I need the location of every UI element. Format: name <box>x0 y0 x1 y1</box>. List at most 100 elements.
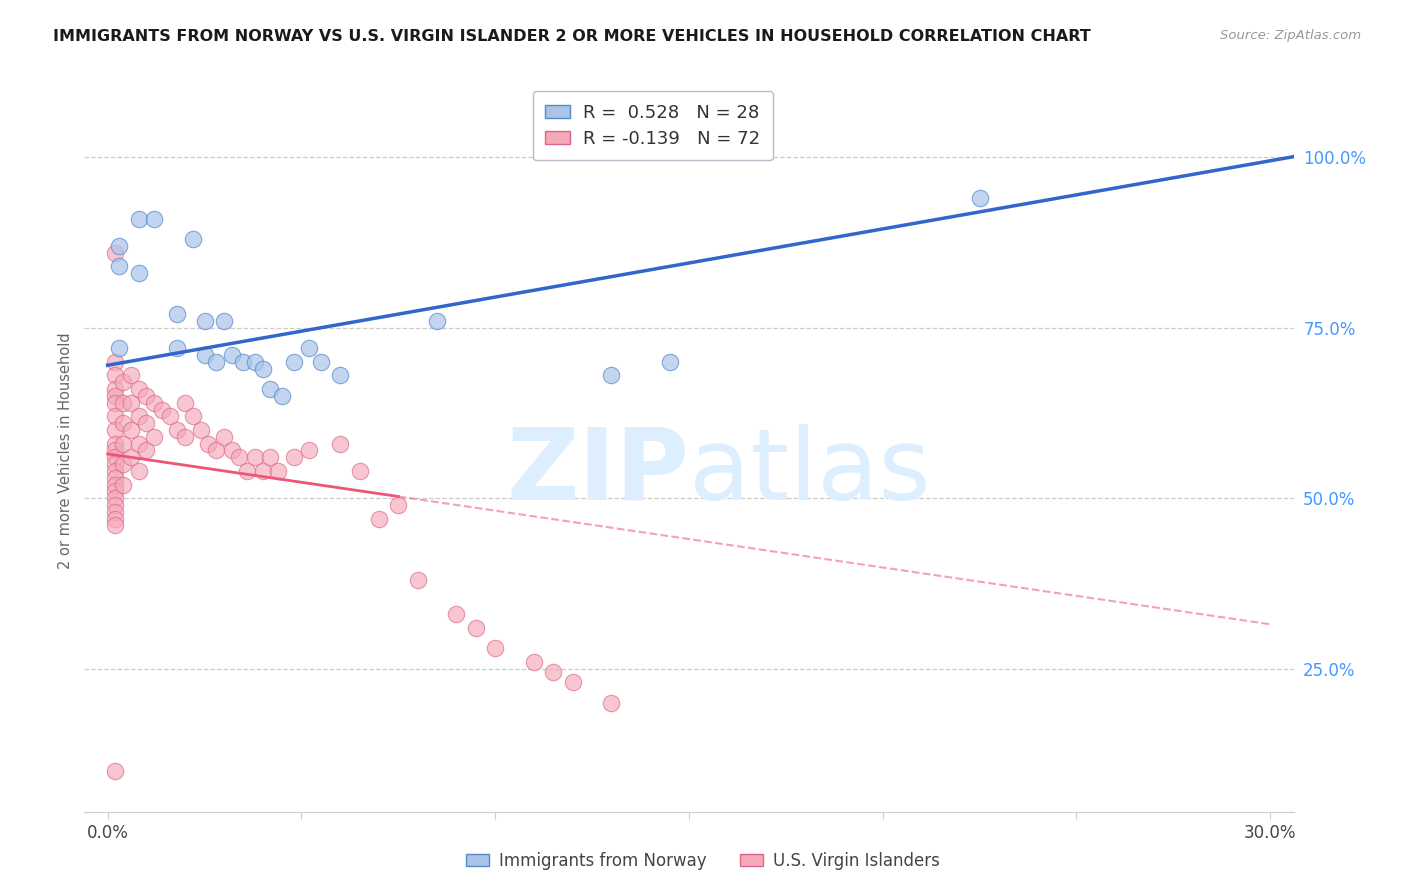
Point <box>143 211 166 226</box>
Point <box>174 430 197 444</box>
Point <box>406 573 429 587</box>
Point <box>221 348 243 362</box>
Point <box>112 477 135 491</box>
Text: Source: ZipAtlas.com: Source: ZipAtlas.com <box>1220 29 1361 42</box>
Point <box>387 498 409 512</box>
Point <box>600 368 623 383</box>
Point <box>329 368 352 383</box>
Point <box>128 436 150 450</box>
Point <box>104 409 127 424</box>
Point <box>181 409 204 424</box>
Point <box>197 436 219 450</box>
Point <box>128 409 150 424</box>
Point <box>104 505 127 519</box>
Point <box>104 245 127 260</box>
Point <box>120 423 142 437</box>
Point <box>104 389 127 403</box>
Point <box>232 355 254 369</box>
Point <box>112 416 135 430</box>
Point <box>104 477 127 491</box>
Point <box>112 396 135 410</box>
Point <box>108 260 131 274</box>
Point <box>600 696 623 710</box>
Point <box>236 464 259 478</box>
Point <box>464 621 486 635</box>
Point <box>120 396 142 410</box>
Point <box>104 450 127 465</box>
Point <box>193 348 215 362</box>
Point <box>135 416 157 430</box>
Point <box>108 239 131 253</box>
Point <box>128 211 150 226</box>
Point <box>104 443 127 458</box>
Point <box>104 518 127 533</box>
Point <box>283 355 305 369</box>
Point <box>104 382 127 396</box>
Point <box>128 266 150 280</box>
Point <box>120 450 142 465</box>
Point <box>135 443 157 458</box>
Point <box>298 341 321 355</box>
Point <box>190 423 212 437</box>
Point <box>243 355 266 369</box>
Point <box>523 655 546 669</box>
Point <box>166 423 188 437</box>
Point <box>128 382 150 396</box>
Point <box>252 464 274 478</box>
Point <box>112 457 135 471</box>
Point <box>271 389 294 403</box>
Point <box>108 341 131 355</box>
Point <box>228 450 250 465</box>
Point <box>298 443 321 458</box>
Point <box>309 355 332 369</box>
Point <box>212 430 235 444</box>
Point <box>543 665 565 679</box>
Point <box>104 484 127 499</box>
Point <box>181 232 204 246</box>
Point <box>349 464 371 478</box>
Point <box>104 396 127 410</box>
Point <box>658 355 681 369</box>
Point <box>252 361 274 376</box>
Point <box>193 314 215 328</box>
Point <box>259 382 281 396</box>
Point <box>104 491 127 505</box>
Point <box>484 641 506 656</box>
Point <box>143 430 166 444</box>
Point <box>221 443 243 458</box>
Point <box>120 368 142 383</box>
Point <box>166 307 188 321</box>
Point <box>329 436 352 450</box>
Point <box>243 450 266 465</box>
Point <box>969 191 991 205</box>
Point <box>283 450 305 465</box>
Point <box>104 511 127 525</box>
Point <box>104 464 127 478</box>
Point <box>205 443 228 458</box>
Point <box>104 423 127 437</box>
Point <box>104 368 127 383</box>
Point <box>104 498 127 512</box>
Text: ZIP: ZIP <box>506 424 689 521</box>
Point <box>143 396 166 410</box>
Text: IMMIGRANTS FROM NORWAY VS U.S. VIRGIN ISLANDER 2 OR MORE VEHICLES IN HOUSEHOLD C: IMMIGRANTS FROM NORWAY VS U.S. VIRGIN IS… <box>53 29 1091 44</box>
Point <box>135 389 157 403</box>
Point <box>166 341 188 355</box>
Point <box>104 471 127 485</box>
Point <box>104 764 127 778</box>
Point <box>150 402 173 417</box>
Point <box>259 450 281 465</box>
Point <box>128 464 150 478</box>
Point <box>205 355 228 369</box>
Legend: Immigrants from Norway, U.S. Virgin Islanders: Immigrants from Norway, U.S. Virgin Isla… <box>460 846 946 877</box>
Point <box>212 314 235 328</box>
Point <box>104 436 127 450</box>
Point <box>112 376 135 390</box>
Point <box>267 464 290 478</box>
Y-axis label: 2 or more Vehicles in Household: 2 or more Vehicles in Household <box>58 332 73 569</box>
Point <box>112 436 135 450</box>
Point <box>367 511 389 525</box>
Legend: R =  0.528   N = 28, R = -0.139   N = 72: R = 0.528 N = 28, R = -0.139 N = 72 <box>533 91 773 161</box>
Point <box>561 675 583 690</box>
Point <box>159 409 181 424</box>
